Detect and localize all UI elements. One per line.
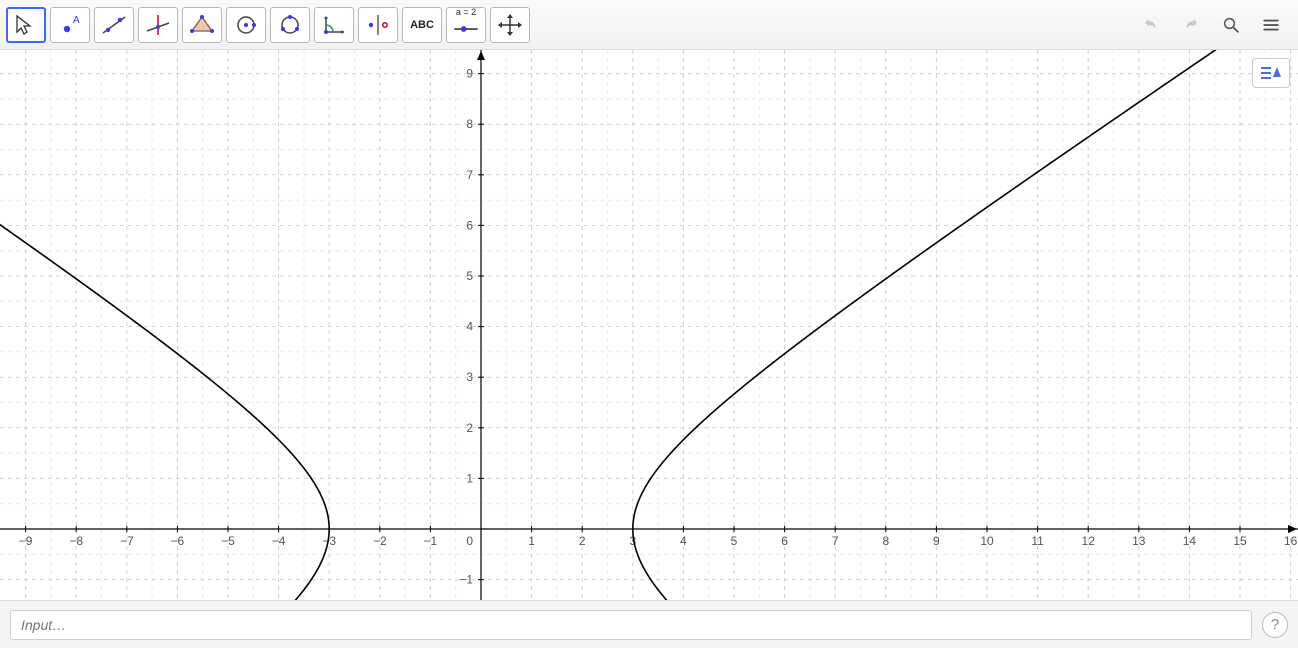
tool-movegfx-button[interactable] <box>490 7 530 43</box>
hyperbola-left-branch[interactable] <box>0 50 329 600</box>
x-tick-label: 16 <box>1284 534 1298 548</box>
x-tick-label: 13 <box>1132 534 1146 548</box>
toolbar: A ABCa = 2 <box>0 0 1298 50</box>
x-tick-label: −7 <box>120 534 134 548</box>
x-tick-label: −6 <box>171 534 185 548</box>
redo-button[interactable] <box>1176 10 1206 40</box>
tool-text-button[interactable]: ABC <box>402 7 442 43</box>
search-icon[interactable] <box>1216 10 1246 40</box>
x-tick-label: 12 <box>1082 534 1096 548</box>
help-button[interactable]: ? <box>1262 612 1288 638</box>
x-tick-label: −4 <box>272 534 286 548</box>
x-tick-label: 6 <box>781 534 788 548</box>
x-tick-label: 8 <box>882 534 889 548</box>
origin-label: 0 <box>466 534 473 548</box>
tool-point-button[interactable]: A <box>50 7 90 43</box>
x-tick-label: −8 <box>69 534 83 548</box>
y-tick-label: 1 <box>466 471 473 485</box>
tool-angle-button[interactable] <box>314 7 354 43</box>
x-tick-label: 7 <box>832 534 839 548</box>
hyperbola-right-branch[interactable] <box>633 50 1298 600</box>
tool-circle3-button[interactable] <box>270 7 310 43</box>
x-tick-label: −5 <box>221 534 235 548</box>
y-tick-label: 4 <box>466 320 473 334</box>
y-tick-label: 5 <box>466 269 473 283</box>
graph-canvas[interactable]: −9−8−7−6−5−4−3−2−11234567891011121314151… <box>0 50 1298 600</box>
hamburger-menu-icon[interactable] <box>1256 10 1286 40</box>
tool-perp-button[interactable] <box>138 7 178 43</box>
tool-circle2-button[interactable] <box>226 7 266 43</box>
input-bar: ? <box>0 600 1298 648</box>
algebra-input[interactable] <box>10 610 1252 640</box>
tool-reflect-button[interactable] <box>358 7 398 43</box>
x-tick-label: 9 <box>933 534 940 548</box>
x-tick-label: 5 <box>731 534 738 548</box>
x-tick-label: −9 <box>19 534 33 548</box>
y-tick-label: 9 <box>466 67 473 81</box>
toolbar-right <box>1136 10 1292 40</box>
x-tick-label: −1 <box>424 534 438 548</box>
x-tick-label: 2 <box>579 534 586 548</box>
style-bar-toggle-button[interactable] <box>1252 58 1290 88</box>
tool-polygon-button[interactable] <box>182 7 222 43</box>
y-tick-label: 3 <box>466 370 473 384</box>
y-tick-label: 8 <box>466 117 473 131</box>
x-tick-label: 11 <box>1031 534 1044 548</box>
tool-slider-button[interactable]: a = 2 <box>446 7 486 43</box>
x-tick-label: −2 <box>373 534 387 548</box>
x-tick-label: 15 <box>1233 534 1247 548</box>
x-tick-label: 14 <box>1183 534 1197 548</box>
undo-button[interactable] <box>1136 10 1166 40</box>
x-tick-label: 1 <box>528 534 535 548</box>
x-tick-label: 10 <box>980 534 994 548</box>
y-tick-label: 7 <box>466 168 473 182</box>
tool-line-button[interactable] <box>94 7 134 43</box>
y-tick-label: 2 <box>466 421 473 435</box>
y-tick-label: −1 <box>459 573 473 587</box>
graphics-view[interactable]: −9−8−7−6−5−4−3−2−11234567891011121314151… <box>0 50 1298 600</box>
tool-move-button[interactable] <box>6 7 46 43</box>
y-tick-label: 6 <box>466 218 473 232</box>
x-tick-label: 4 <box>680 534 687 548</box>
svg-text:A: A <box>73 15 80 26</box>
